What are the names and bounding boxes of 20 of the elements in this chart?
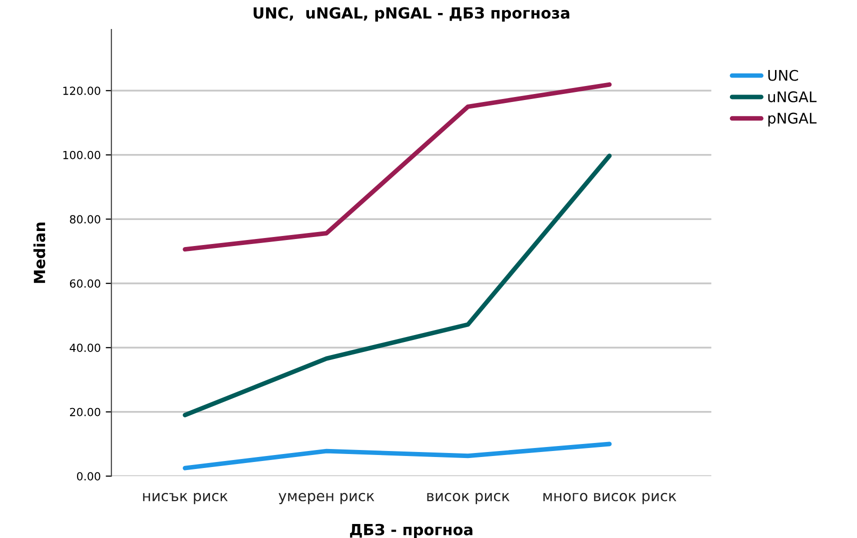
x-axis-title: ДБЗ - прогноа xyxy=(350,524,472,538)
y-axis-title: Median xyxy=(33,222,46,283)
y-tick-label: 80.00 xyxy=(70,215,100,224)
legend-label: pNGAL xyxy=(768,112,817,127)
y-tick-label: 0.00 xyxy=(76,472,100,481)
legend-label: UNC xyxy=(768,70,798,81)
y-tick-label: 40.00 xyxy=(70,344,100,352)
x-tick-label: нисък риск xyxy=(143,492,228,504)
x-tick-label: висок риск xyxy=(427,492,510,504)
x-tick-label: умерен риск xyxy=(278,492,374,504)
line-series xyxy=(182,154,612,418)
y-tick-label: 120.00 xyxy=(63,86,100,96)
x-tick-label: много висок риск xyxy=(543,492,676,504)
y-tick-label: 100.00 xyxy=(63,150,100,160)
line-series xyxy=(182,82,612,252)
chart-title: UNC, uNGAL, pNGAL - ДБЗ прогноза xyxy=(254,7,570,22)
line-series xyxy=(182,442,612,470)
y-tick-label: 20.00 xyxy=(70,408,100,416)
legend-label: uNGAL xyxy=(768,91,817,102)
y-tick-label: 60.00 xyxy=(70,279,100,288)
